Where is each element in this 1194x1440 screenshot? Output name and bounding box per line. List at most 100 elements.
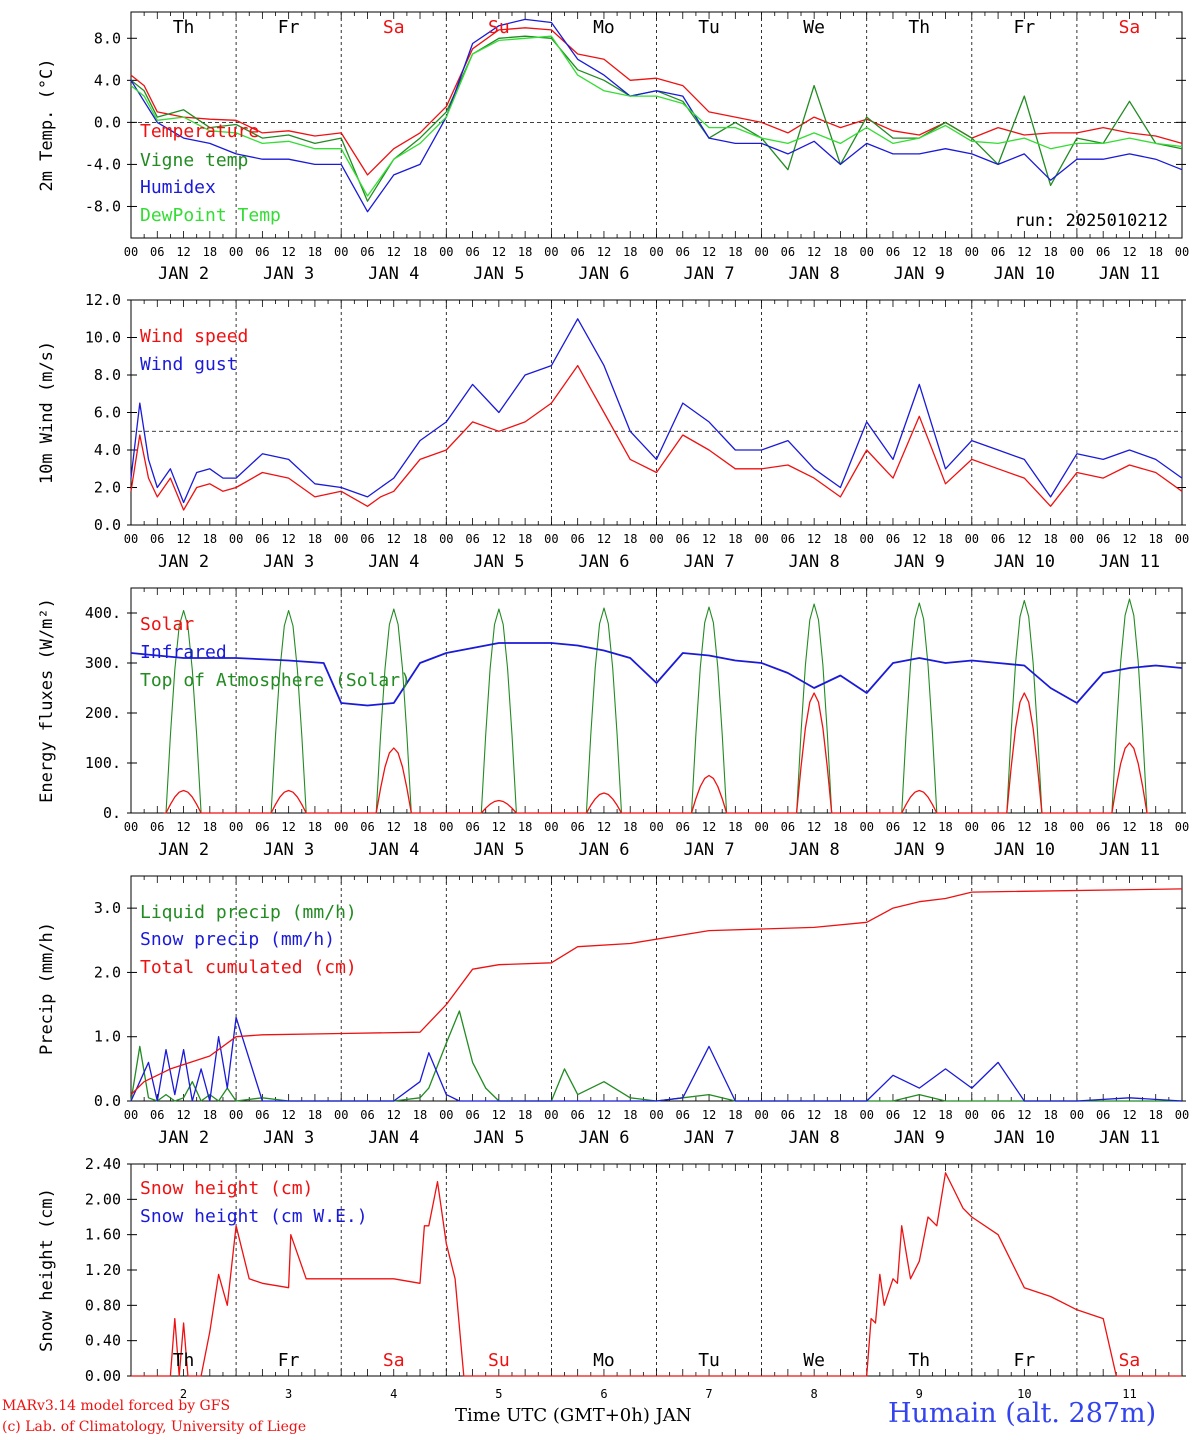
panel-2-date-label: JAN 4 bbox=[368, 840, 419, 860]
panel-0-hour-label: 18 bbox=[203, 245, 217, 259]
panel-0-hour-label: 00 bbox=[1175, 245, 1189, 259]
panel-3-date-label: JAN 6 bbox=[578, 1128, 629, 1148]
panel-1-hour-label: 12 bbox=[597, 532, 611, 546]
panel-3-hour-label: 00 bbox=[229, 1108, 243, 1122]
footer-axis-title: Time UTC (GMT+0h) JAN bbox=[455, 1405, 692, 1426]
panel-2-ylabel: Energy fluxes (W/m²) bbox=[37, 598, 57, 803]
panel-1-hour-label: 06 bbox=[360, 532, 374, 546]
panel-2-legend-1: Infrared bbox=[140, 642, 227, 663]
panel-3-ytick-label: 1.0 bbox=[94, 1028, 121, 1046]
panel-3-hour-label: 06 bbox=[255, 1108, 269, 1122]
panel-4-legend-1: Snow height (cm W.E.) bbox=[140, 1206, 368, 1227]
panel-2-hour-label: 06 bbox=[781, 820, 795, 834]
panel-1-legend-1: Wind gust bbox=[140, 354, 238, 375]
panel-1-hour-label: 18 bbox=[938, 532, 952, 546]
bottom-day-number: 5 bbox=[495, 1387, 502, 1401]
footer-model: MARv3.14 model forced by GFS bbox=[2, 1398, 231, 1414]
panel-3-hour-label: 06 bbox=[676, 1108, 690, 1122]
panel-0-hour-label: 18 bbox=[413, 245, 427, 259]
panel-2-hour-label: 18 bbox=[203, 820, 217, 834]
panel-2-hour-label: 06 bbox=[570, 820, 584, 834]
panel-3-hour-label: 18 bbox=[308, 1108, 322, 1122]
panel-3-hour-label: 18 bbox=[728, 1108, 742, 1122]
panel-0-hour-label: 06 bbox=[360, 245, 374, 259]
panel-2-date-label: JAN 2 bbox=[158, 840, 209, 860]
panel-1-hour-label: 00 bbox=[1175, 532, 1189, 546]
panel-0-hour-label: 18 bbox=[1043, 245, 1057, 259]
bottom-day-number: 7 bbox=[705, 1387, 712, 1401]
panel-0-date-label: JAN 4 bbox=[368, 264, 419, 284]
panel-0-hour-label: 12 bbox=[492, 245, 506, 259]
panel-2-hour-label: 12 bbox=[281, 820, 295, 834]
panel-2-hour-label: 00 bbox=[649, 820, 663, 834]
panel-1-hour-label: 06 bbox=[676, 532, 690, 546]
panel-2-hour-label: 06 bbox=[150, 820, 164, 834]
panel-1-hour-label: 18 bbox=[518, 532, 532, 546]
panel-1-hour-label: 06 bbox=[465, 532, 479, 546]
panel-2-date-label: JAN 6 bbox=[578, 840, 629, 860]
panel-0-date-label: JAN 9 bbox=[894, 264, 945, 284]
panel-1-hour-label: 18 bbox=[1148, 532, 1162, 546]
panel-2-hour-label: 06 bbox=[360, 820, 374, 834]
infrared-series bbox=[130, 642, 1183, 707]
bottom-day-number: 6 bbox=[600, 1387, 607, 1401]
panel-3-hour-label: 18 bbox=[938, 1108, 952, 1122]
panel-3-hour-label: 18 bbox=[1148, 1108, 1162, 1122]
panel-1-hour-label: 12 bbox=[281, 532, 295, 546]
panel-0-ytick-label: -4.0 bbox=[85, 155, 121, 173]
panel-2-date-label: JAN 5 bbox=[473, 840, 524, 860]
panel-1-date-label: JAN 5 bbox=[473, 552, 524, 572]
panel-2-hour-label: 18 bbox=[518, 820, 532, 834]
panel-2-hour-label: 12 bbox=[912, 820, 926, 834]
panel-2-hour-label: 18 bbox=[308, 820, 322, 834]
panel-2-hour-label: 18 bbox=[833, 820, 847, 834]
panel-3-date-label: JAN 10 bbox=[994, 1128, 1055, 1148]
panel-3-hour-label: 00 bbox=[124, 1108, 138, 1122]
panel-2-ytick-label: 400. bbox=[85, 604, 121, 622]
panel-1-date-label: JAN 10 bbox=[994, 552, 1055, 572]
panel-3-hour-label: 00 bbox=[965, 1108, 979, 1122]
panel-0-hour-label: 12 bbox=[702, 245, 716, 259]
panel-3-date-label: JAN 3 bbox=[263, 1128, 314, 1148]
panel-1-hour-label: 06 bbox=[886, 532, 900, 546]
panel-2-ytick-label: 0. bbox=[103, 804, 121, 822]
panel-0-date-label: JAN 7 bbox=[683, 264, 734, 284]
panel-2-hour-label: 06 bbox=[676, 820, 690, 834]
panel-0-hour-label: 00 bbox=[649, 245, 663, 259]
panel-3-ylabel: Precip (mm/h) bbox=[37, 922, 57, 1055]
bottom-day-number: 2 bbox=[180, 1387, 187, 1401]
panel-1-date-label: JAN 4 bbox=[368, 552, 419, 572]
panel-1-hour-label: 00 bbox=[649, 532, 663, 546]
panel-0-date-label: JAN 6 bbox=[578, 264, 629, 284]
panel-0-hour-label: 12 bbox=[281, 245, 295, 259]
panel-3-hour-label: 00 bbox=[1070, 1108, 1084, 1122]
panel-3-hour-label: 18 bbox=[203, 1108, 217, 1122]
panel-0-hour-label: 06 bbox=[781, 245, 795, 259]
panel-0-hour-label: 06 bbox=[465, 245, 479, 259]
top-day-name: Sa bbox=[1119, 17, 1141, 38]
panel-0-hour-label: 12 bbox=[912, 245, 926, 259]
panel-1-hour-label: 00 bbox=[544, 532, 558, 546]
panel-2-legend-0: Solar bbox=[140, 614, 194, 635]
panel-2-hour-label: 00 bbox=[965, 820, 979, 834]
panel-0-legend-1: Vigne temp bbox=[140, 150, 248, 171]
panel-3-hour-label: 12 bbox=[807, 1108, 821, 1122]
panel-0-hour-label: 00 bbox=[334, 245, 348, 259]
panel-1-hour-label: 12 bbox=[1017, 532, 1031, 546]
panel-2-date-label: JAN 11 bbox=[1099, 840, 1160, 860]
panel-3-ytick-label: 3.0 bbox=[94, 899, 121, 917]
panel-0-date-label: JAN 5 bbox=[473, 264, 524, 284]
panel-3-date-label: JAN 4 bbox=[368, 1128, 419, 1148]
series-wind-speed bbox=[130, 364, 1183, 511]
panel-2-hour-label: 18 bbox=[728, 820, 742, 834]
panel-3-hour-label: 00 bbox=[439, 1108, 453, 1122]
panel-1-ytick-label: 8.0 bbox=[94, 366, 121, 384]
panel-3-hour-label: 12 bbox=[702, 1108, 716, 1122]
panel-1-date-label: JAN 3 bbox=[263, 552, 314, 572]
panel-2-date-label: JAN 8 bbox=[789, 840, 840, 860]
panel-2-hour-label: 12 bbox=[492, 820, 506, 834]
series-total-cumulated-cm bbox=[130, 888, 1183, 1096]
panel-3-hour-label: 06 bbox=[465, 1108, 479, 1122]
panel-0-hour-label: 12 bbox=[1122, 245, 1136, 259]
bottom-day-name: Su bbox=[488, 1350, 510, 1371]
